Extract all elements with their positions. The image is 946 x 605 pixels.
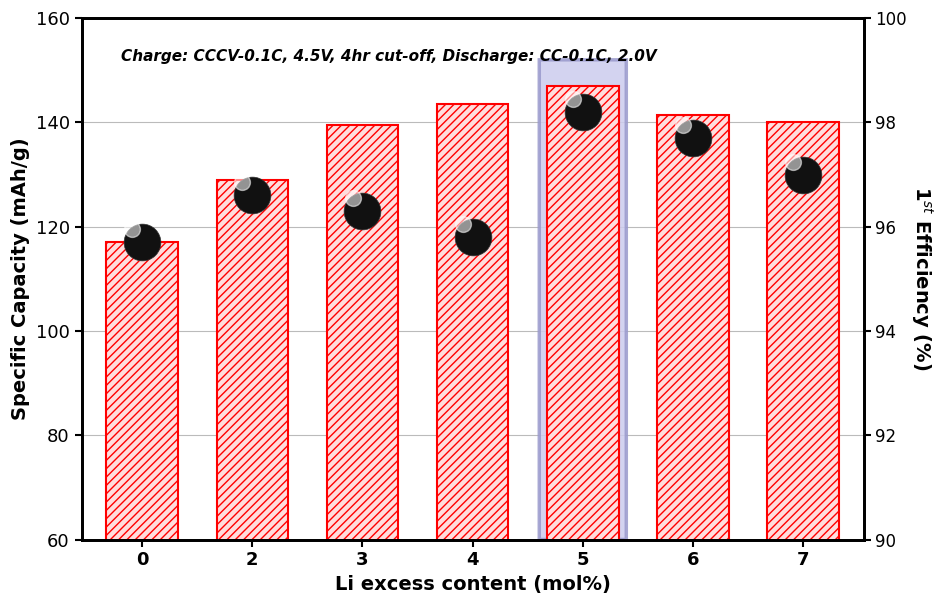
Point — [685, 133, 700, 143]
Bar — [437, 104, 508, 605]
Point — [235, 177, 250, 187]
Y-axis label: Specific Capacity (mAh/g): Specific Capacity (mAh/g) — [11, 137, 30, 420]
Point — [125, 224, 140, 234]
Point — [675, 120, 691, 130]
FancyBboxPatch shape — [539, 60, 626, 540]
Point — [245, 191, 260, 200]
Bar — [657, 114, 728, 605]
Bar — [217, 180, 289, 605]
Bar — [767, 122, 839, 605]
X-axis label: Li excess content (mol%): Li excess content (mol%) — [335, 575, 610, 594]
Point — [455, 219, 470, 229]
Point — [566, 94, 581, 104]
Point — [575, 107, 590, 117]
Point — [796, 169, 811, 179]
Y-axis label: 1$^{st}$ Efficiency (%): 1$^{st}$ Efficiency (%) — [909, 186, 935, 371]
Point — [134, 238, 149, 247]
Point — [355, 206, 370, 216]
Point — [465, 232, 481, 242]
Point — [345, 193, 360, 203]
Text: Charge: CCCV-0.1C, 4.5V, 4hr cut-off, Discharge: CC-0.1C, 2.0V: Charge: CCCV-0.1C, 4.5V, 4hr cut-off, Di… — [121, 50, 657, 64]
Bar — [547, 86, 619, 605]
Bar — [106, 243, 178, 605]
Bar — [326, 125, 398, 605]
Point — [785, 157, 800, 166]
